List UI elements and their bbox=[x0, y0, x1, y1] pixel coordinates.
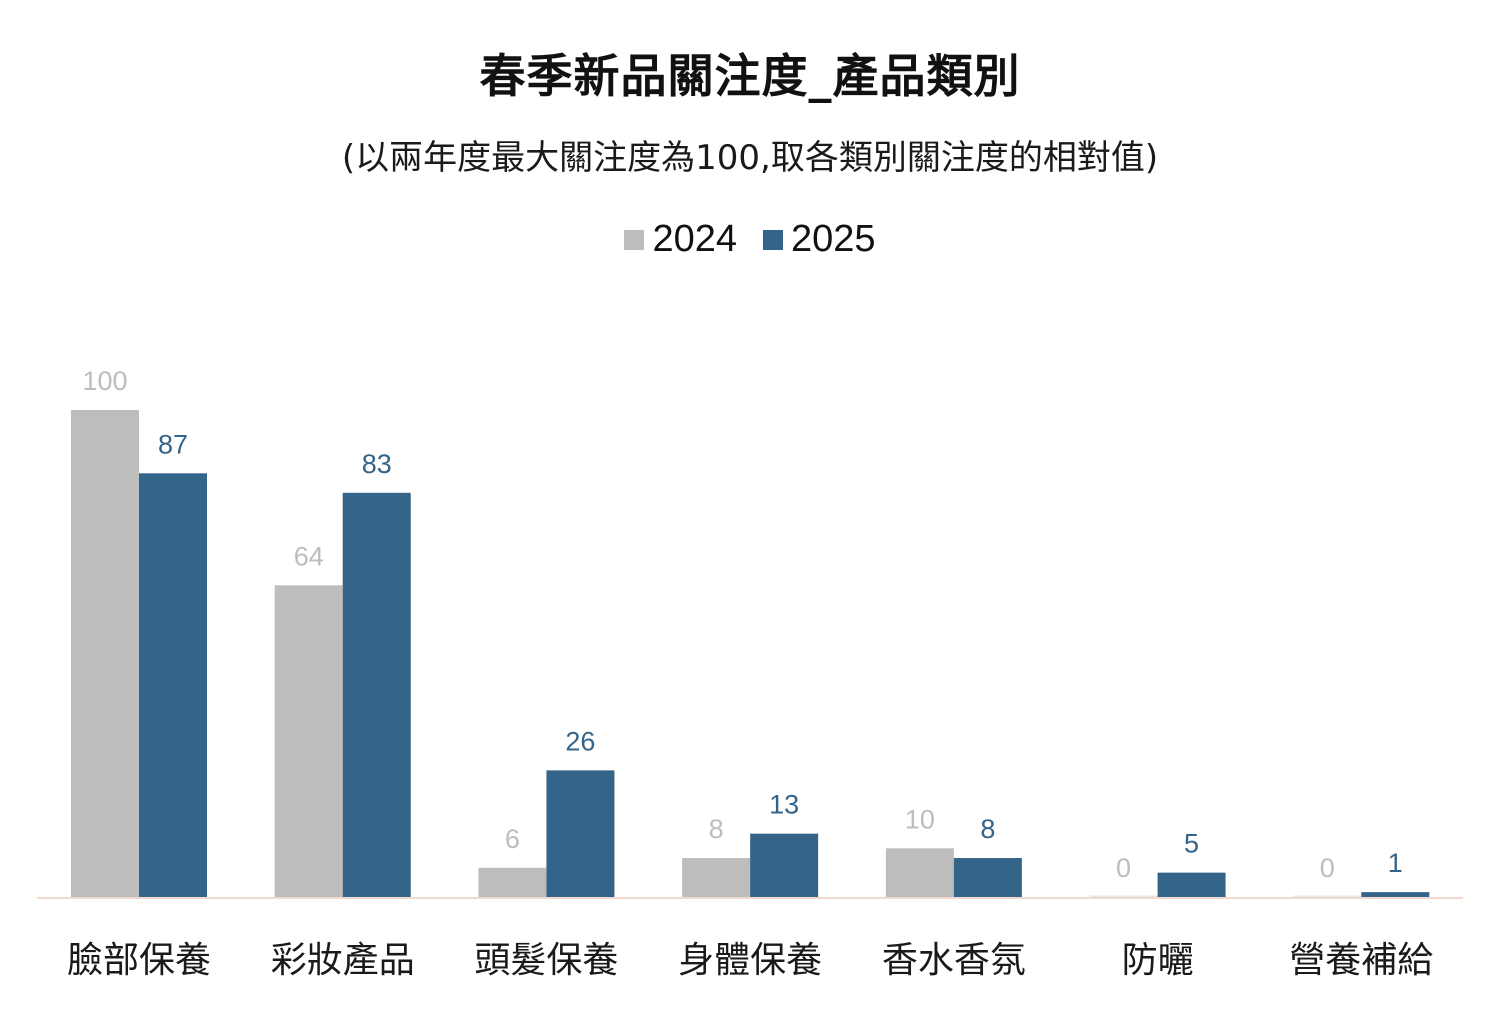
bar-2024-0 bbox=[71, 410, 139, 897]
data-label-2025-5: 5 bbox=[1184, 829, 1199, 859]
data-label-2025-3: 13 bbox=[769, 790, 799, 820]
bar-2025-5 bbox=[1157, 872, 1226, 897]
bar-2024-1 bbox=[274, 585, 343, 897]
legend-label-2025: 2025 bbox=[791, 218, 876, 260]
bar-2024-6 bbox=[1293, 895, 1362, 897]
legend-swatch-2025 bbox=[763, 229, 783, 250]
data-label-2025-6: 1 bbox=[1388, 848, 1403, 878]
chart-title: 春季新品關注度_產品類別 bbox=[479, 49, 1021, 103]
data-label-2025-0: 87 bbox=[158, 429, 188, 459]
data-label-2024-1: 64 bbox=[294, 541, 324, 571]
category-label-5: 防曬 bbox=[1122, 940, 1194, 981]
legend-swatch-2024 bbox=[624, 229, 645, 250]
category-label-1: 彩妝產品 bbox=[271, 940, 415, 981]
bar-2024-2 bbox=[478, 867, 547, 897]
category-label-0: 臉部保養 bbox=[67, 940, 211, 981]
bar-2024-4 bbox=[885, 848, 954, 897]
data-label-2024-2: 6 bbox=[505, 824, 520, 854]
data-label-2024-0: 100 bbox=[82, 366, 127, 396]
data-label-2024-5: 0 bbox=[1116, 853, 1131, 883]
legend: 2024 2025 bbox=[0, 218, 1500, 261]
data-label-2025-2: 26 bbox=[565, 726, 595, 756]
bar-2025-2 bbox=[546, 770, 615, 897]
data-label-2024-4: 10 bbox=[905, 804, 935, 834]
category-label-3: 身體保養 bbox=[678, 940, 822, 981]
category-label-6: 營養補給 bbox=[1289, 940, 1433, 981]
bar-2025-1 bbox=[342, 492, 411, 897]
category-label-4: 香水香氛 bbox=[882, 940, 1026, 981]
data-label-2025-1: 83 bbox=[362, 449, 392, 479]
data-label-2025-4: 8 bbox=[980, 814, 995, 844]
legend-label-2024: 2024 bbox=[652, 218, 737, 260]
category-label-2: 頭髮保養 bbox=[474, 940, 618, 981]
bar-2025-6 bbox=[1361, 892, 1430, 897]
bar-2025-4 bbox=[953, 858, 1022, 897]
chart-subtitle: (以兩年度最大關注度為100,取各類別關注度的相對值) bbox=[341, 138, 1159, 178]
data-label-2024-6: 0 bbox=[1320, 853, 1335, 883]
data-label-2024-3: 8 bbox=[709, 814, 724, 844]
bar-2025-3 bbox=[750, 833, 819, 897]
bar-2024-5 bbox=[1089, 895, 1158, 897]
legend-item-2025: 2025 bbox=[763, 218, 876, 261]
bar-2024-3 bbox=[682, 858, 751, 897]
bar-2025-0 bbox=[139, 473, 207, 897]
legend-item-2024: 2024 bbox=[624, 218, 737, 261]
